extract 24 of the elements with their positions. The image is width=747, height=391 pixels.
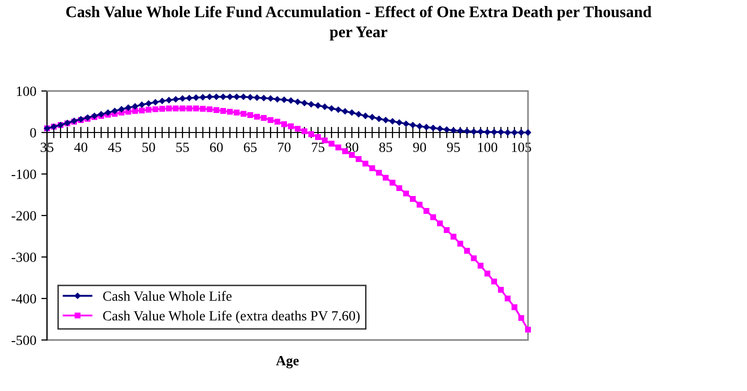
x-tick-label: 100 xyxy=(478,142,498,152)
chart-title: Cash Value Whole Life Fund Accumulation - Effect of One Extra Death per Thousand per Year xyxy=(66,6,652,41)
y-tick-label: 100 xyxy=(16,86,36,96)
y-tick-label: -200 xyxy=(12,211,36,220)
x-axis-title: Age xyxy=(276,356,299,368)
x-tick-label: 95 xyxy=(446,142,460,152)
x-tick-label: 40 xyxy=(74,142,88,152)
legend-label: Cash Value Whole Life xyxy=(103,290,232,301)
y-tick-label: -300 xyxy=(12,252,36,262)
x-tick-label: 70 xyxy=(278,142,291,152)
x-tick-label: 60 xyxy=(210,142,223,152)
y-tick-label: -400 xyxy=(12,294,36,304)
x-tick-label: 55 xyxy=(176,142,189,152)
x-tick-label: 105 xyxy=(512,142,532,152)
x-tick-label: 85 xyxy=(379,142,392,152)
x-tick-label: 45 xyxy=(108,142,122,152)
legend-label: Cash Value Whole Life (extra deaths PV 7.60) xyxy=(103,310,360,324)
x-tick-label: 65 xyxy=(244,142,257,152)
y-tick-label: -100 xyxy=(12,170,36,179)
x-tick-label: 75 xyxy=(312,142,324,152)
x-tick-label: 90 xyxy=(413,142,426,152)
y-tick-label: 0 xyxy=(30,128,36,138)
y-tick-label: -500 xyxy=(12,336,36,345)
x-tick-label: 50 xyxy=(142,142,156,152)
